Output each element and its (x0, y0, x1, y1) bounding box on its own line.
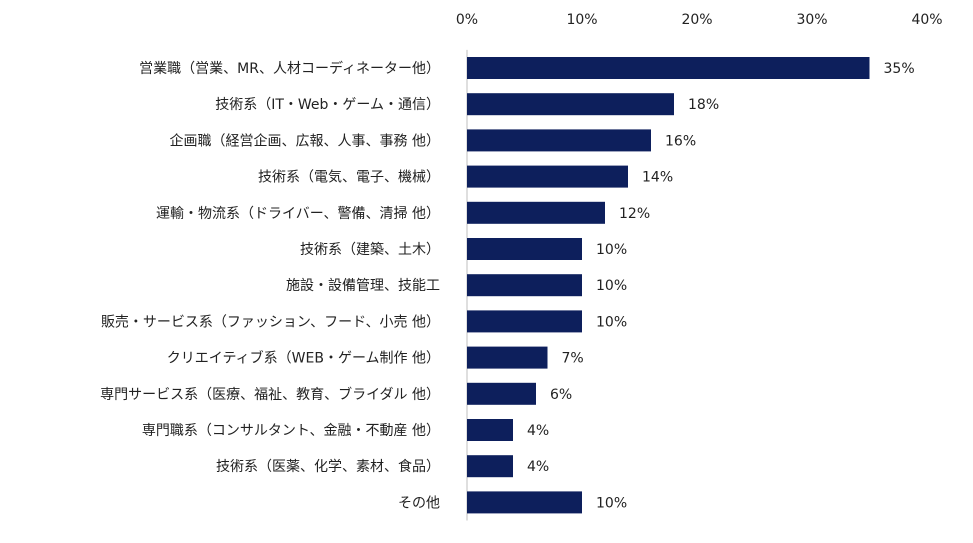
data-label: 4% (527, 459, 549, 475)
x-tick-label: 40% (911, 12, 942, 28)
data-label: 18% (688, 97, 719, 113)
bar (467, 274, 582, 297)
category-labels: 営業職（営業、MR、人材コーディネーター他） 技術系（IT・Web・ゲーム・通信）… (100, 60, 440, 511)
bar (467, 57, 870, 79)
category-label: 施設・設備管理、技能工 (286, 278, 440, 294)
category-label: 技術系（IT・Web・ゲーム・通信） (215, 97, 440, 113)
bars-group (467, 57, 870, 514)
bar (467, 491, 582, 514)
data-label: 14% (642, 170, 673, 186)
x-tick-label: 20% (681, 12, 712, 28)
category-label: 企画職（経営企画、広報、人事、事務 他） (170, 132, 440, 149)
category-label: クリエイティブ系（WEB・ゲーム制作 他） (167, 350, 440, 367)
data-label: 10% (596, 495, 627, 511)
data-label: 10% (596, 242, 627, 258)
category-label: 技術系（電気、電子、機械） (258, 170, 440, 186)
category-label: その他 (398, 495, 440, 511)
data-label: 12% (619, 206, 650, 222)
bar (467, 93, 674, 116)
bar (467, 201, 605, 224)
category-label: 専門サービス系（医療、福祉、教育、ブライダル 他） (100, 386, 440, 403)
data-label: 4% (527, 423, 549, 439)
category-label: 営業職（営業、MR、人材コーディネーター他） (139, 60, 440, 77)
bar (467, 310, 582, 333)
x-tick-label: 10% (566, 12, 597, 28)
category-label: 専門職系（コンサルタント、金融・不動産 他） (142, 423, 440, 439)
category-label: 販売・サービス系（ファッション、フード、小売 他） (101, 314, 440, 330)
bar (467, 238, 582, 260)
bar (467, 382, 536, 405)
data-label: 7% (562, 351, 584, 367)
data-label: 16% (665, 133, 696, 149)
value-labels: 35% 18% 16% 14% 12% 10% 10% 10% 7% 6% 4% 4% 10% (527, 61, 915, 511)
bar (467, 419, 513, 441)
category-label: 技術系（建築、土木） (300, 242, 440, 258)
data-label: 10% (596, 278, 627, 294)
bar (467, 455, 513, 478)
x-tick-label: 0% (456, 12, 478, 28)
bar (467, 165, 628, 188)
bar (467, 346, 548, 369)
data-label: 6% (550, 387, 572, 403)
data-label: 10% (596, 314, 627, 330)
category-label: 技術系（医薬、化学、素材、食品） (216, 458, 440, 475)
bar (467, 129, 651, 152)
data-label: 35% (884, 61, 915, 77)
category-label: 運輸・物流系（ドライバー、警備、清掃 他） (156, 205, 440, 222)
x-tick-label: 30% (796, 12, 827, 28)
x-axis-ticks: 0% 10% 20% 30% 40% (456, 12, 943, 28)
